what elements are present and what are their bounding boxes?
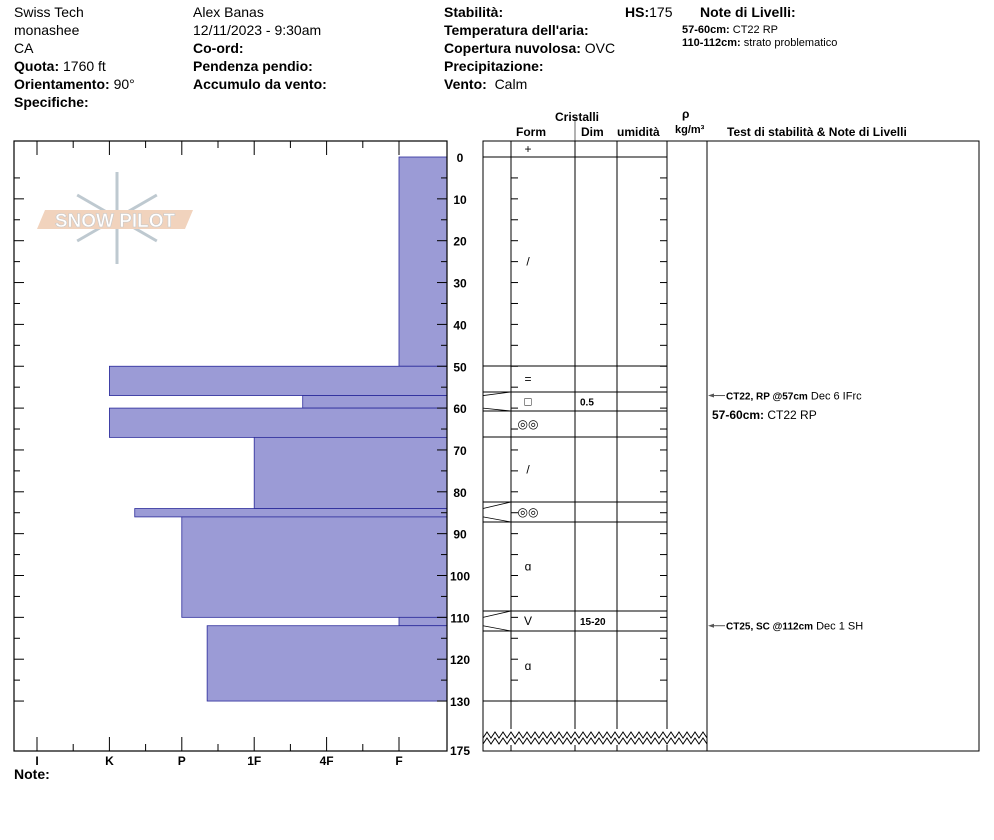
hardness-label: 4F [320,754,334,768]
grain-form-symbol: + [524,142,531,156]
layer-note-2: 110-112cm: strato problematico [682,37,838,49]
grain-form-symbol: ɑ [525,659,532,673]
wind: Vento: Calm [444,76,528,92]
grain-size: 15-20 [580,617,606,628]
hardness-label: K [105,754,114,768]
grain-form-symbol: ◎◎ [518,505,539,519]
depth-label: 100 [450,570,470,584]
grain-form-symbol: ◎◎ [518,417,539,431]
layer-connector [482,407,512,412]
hardness-frame [13,140,448,752]
grain-form-symbol: V [524,614,532,628]
datetime: 12/11/2023 - 9:30am [193,22,322,38]
depth-label: 30 [453,277,467,291]
air-temp-label: Temperatura dell'aria: [444,22,589,38]
depth-label: 10 [453,193,467,207]
depth-label: 0 [457,151,464,165]
grid-layer-note: 57-60cm: CT22 RP [712,408,817,422]
hardness-bar [181,516,448,618]
logo-text: SNOW PILOT [55,211,176,232]
slope-label: Pendenza pendio: [193,58,313,74]
break-zigzag [482,737,708,745]
hardness-bar [302,395,448,409]
grain-form-symbol: ɑ [525,560,532,574]
tests-header: Test di stabilità & Note di Livelli [727,125,907,139]
hardness-label: P [178,754,186,768]
logo-banner [37,210,193,229]
form-header: Form [516,125,546,139]
hardness-bar [134,508,448,518]
layer-connector [482,391,512,396]
pit-name: Swiss Tech [14,4,84,20]
hardness-bar [398,156,448,367]
depth-label: 175 [450,744,470,758]
test-arrow-head [708,393,714,398]
stability-test: CT22, RP @57cm Dec 6 IFrc [726,391,862,403]
dim-header: Dim [581,125,604,139]
aspect: Orientamento: 90° [14,76,135,92]
density-header: kg/m³ [675,124,705,136]
hardness-label: 1F [247,754,261,768]
depth-label: 60 [453,402,467,416]
depth-label: 50 [453,360,467,374]
hardness-bar [109,407,448,438]
location: monashee [14,22,80,38]
grain-size: 0.5 [580,398,594,409]
depth-label: 90 [453,528,467,542]
depth-label: 110 [450,611,470,625]
hardness-bar [206,625,448,702]
layer-connector [482,610,512,618]
note-label: Note: [14,766,50,782]
grain-form-symbol: □ [524,395,531,409]
depth-label: 80 [453,486,467,500]
layer-note-1: 57-60cm: CT22 RP [682,24,779,36]
grain-form-symbol: / [526,255,530,269]
hardness-label: I [35,754,38,768]
rho-header: ρ [682,107,690,121]
hardness-bar [253,436,448,509]
hardness-bar [109,365,448,396]
depth-label: 130 [450,695,470,709]
layer-connector [482,516,512,523]
break-zigzag [482,731,708,739]
grain-form-symbol: = [524,372,531,386]
hardness-label: F [395,754,402,768]
tests-frame [706,140,980,752]
observer: Alex Banas [193,4,264,20]
cloud-cover: Copertura nuvolosa: OVC [444,40,616,56]
elevation: Quota: 1760 ft [14,58,106,74]
break-mask [484,729,706,745]
depth-label: 20 [453,235,467,249]
depth-label: 70 [453,444,467,458]
hardness-bar [398,616,448,627]
precip-label: Precipitazione: [444,58,544,74]
stability-label: Stabilità: [444,4,504,20]
grain-form-symbol: / [526,463,530,477]
snow-height: HS:175 [625,4,673,20]
stability-test: CT25, SC @112cm Dec 1 SH [726,621,863,633]
crystals-header: Cristalli [555,110,600,124]
depth-label: 120 [450,653,470,667]
specifics: Specifiche: [14,94,89,110]
coord-label: Co-ord: [193,40,244,56]
test-arrow-head [708,623,714,628]
layer-connector [482,501,512,509]
region: CA [14,40,34,56]
moisture-header: umidità [617,125,660,139]
depth-label: 40 [453,318,467,332]
layer-connector [482,625,512,632]
layer-notes-title: Note di Livelli: [700,4,796,20]
wind-load-label: Accumulo da vento: [193,76,327,92]
